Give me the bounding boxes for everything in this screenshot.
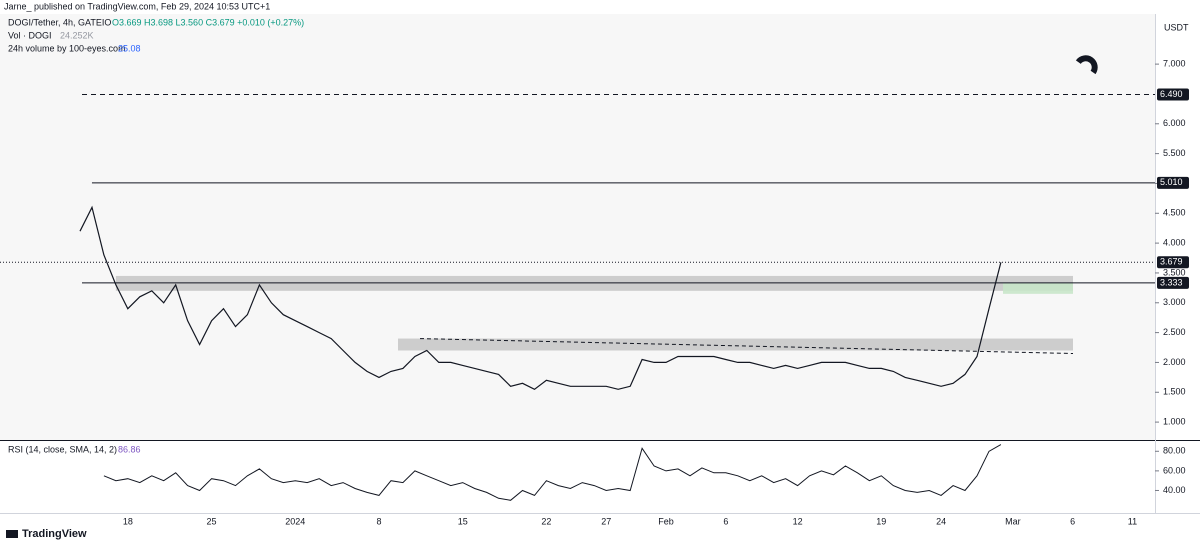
rsi-title: RSI (14, close, SMA, 14, 2) [8, 444, 117, 454]
volume-label: Vol · DOGI [8, 30, 52, 40]
ohlc: O3.669 H3.698 L3.560 C3.679 +0.010 (+0.2… [112, 17, 304, 27]
level-label: 5.010 [1160, 177, 1183, 187]
level-label-box [1157, 276, 1189, 289]
x-tick-label: 8 [376, 516, 381, 526]
magnet-icon [1075, 55, 1098, 75]
x-tick-label: 24 [936, 516, 946, 526]
y-tick-label: 4.500 [1163, 208, 1186, 218]
y-tick-label: 40.00 [1163, 485, 1186, 495]
y-tick-label: 80.00 [1163, 446, 1186, 456]
rsi-line [103, 444, 1002, 501]
x-tick-label: 6 [723, 516, 728, 526]
zone [398, 338, 1073, 351]
level-label-box [1157, 88, 1189, 101]
y-tick-label: 2.500 [1163, 327, 1186, 337]
x-tick-label: 12 [793, 516, 803, 526]
volume-value: 24.252K [60, 30, 94, 40]
price-line [79, 205, 1002, 391]
trend-line [419, 338, 1074, 355]
x-tick-label: 6 [1070, 516, 1075, 526]
footer-brand: TradingView [22, 528, 87, 540]
x-tick-label: 19 [876, 516, 886, 526]
x-tick-label: 25 [207, 516, 217, 526]
y-tick-label: 7.000 [1163, 58, 1186, 68]
x-tick-label: Mar [1005, 516, 1021, 526]
y-tick-label: 4.000 [1163, 237, 1186, 247]
x-tick-label: 22 [541, 516, 551, 526]
level-label: 6.490 [1160, 89, 1183, 99]
y-tick-label: 3.500 [1163, 267, 1186, 277]
x-tick-label: Feb [658, 516, 674, 526]
zone [1003, 283, 1073, 294]
published-line: Jarne_ published on TradingView.com, Feb… [4, 1, 270, 11]
x-tick-label: 11 [1128, 516, 1137, 526]
y-tick-label: 1.000 [1163, 416, 1186, 426]
x-tick-label: 27 [601, 516, 611, 526]
symbol: DOGI/Tether, 4h, GATEIO [8, 17, 111, 27]
level-label: 3.333 [1160, 277, 1183, 287]
currency: USDT [1164, 22, 1189, 32]
x-tick-label: 18 [123, 516, 133, 526]
indicator-value: 25.08 [118, 43, 141, 53]
indicator-label: 24h volume by 100-eyes.com [8, 43, 126, 53]
level-label-box [1157, 256, 1189, 269]
level-label-box [1157, 176, 1189, 189]
y-tick-label: 2.000 [1163, 357, 1186, 367]
x-tick-label: 15 [458, 516, 468, 526]
y-tick-label: 5.500 [1163, 148, 1186, 158]
level-label: 3.679 [1160, 257, 1183, 267]
x-tick-label: 2024 [285, 516, 305, 526]
y-tick-label: 3.000 [1163, 297, 1186, 307]
y-tick-label: 6.000 [1163, 118, 1186, 128]
rsi-value: 86.86 [118, 444, 141, 454]
logo: TradingView [6, 528, 87, 540]
y-tick-label: 60.00 [1163, 465, 1186, 475]
rsi-pane [0, 441, 1155, 513]
y-tick-label: 1.500 [1163, 387, 1186, 397]
price-pane [0, 14, 1155, 440]
